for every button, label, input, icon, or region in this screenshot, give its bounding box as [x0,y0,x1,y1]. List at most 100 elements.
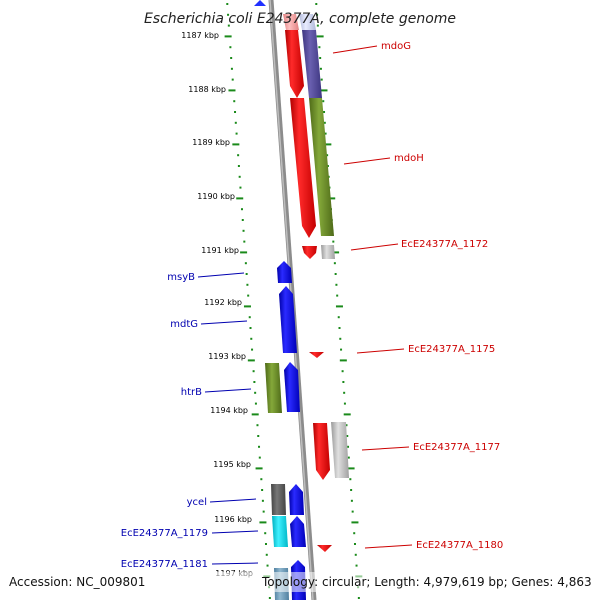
cog-block [309,98,334,236]
tick-mark [320,78,323,81]
gene-label[interactable]: EcE24377A_1177 [413,442,500,453]
gene-block [284,362,300,412]
gene-block [299,14,316,30]
gene-block [283,14,299,30]
gene-label[interactable]: EcE24377A_1179 [121,528,208,539]
gene-block [313,423,330,480]
gene-block [309,352,324,358]
label-leader [343,157,391,165]
cog-block [272,516,288,547]
gene-block [317,545,332,552]
label-leader [332,45,378,54]
label-leader [364,544,413,549]
tick-mark [328,197,336,200]
label-leader [209,498,257,503]
tick-mark [353,532,356,535]
tick-mark [315,3,318,5]
tick-mark [243,305,251,308]
summary-text: Topology: circular; Length: 4,979,619 bp… [261,575,592,589]
tick-mark [224,35,232,38]
tick-mark [334,273,337,275]
kbp-label: 1190 kbp [197,192,235,201]
tick-mark [316,13,319,16]
tick-mark [355,564,358,567]
tick-mark [254,402,257,405]
tick-mark [343,413,351,416]
gene-block [254,0,266,6]
tick-mark [266,564,269,567]
label-leader [197,272,245,278]
tick-mark [354,553,357,556]
tick-mark [228,89,236,92]
tick-mark [234,121,237,124]
gene-label[interactable]: EcE24377A_1180 [416,540,503,551]
tick-mark [343,402,346,405]
tick-mark [337,316,340,319]
kbp-label: 1191 kbp [201,246,239,255]
kbp-label: 1193 kbp [208,352,246,361]
gene-block [279,286,297,353]
label-leader [200,320,248,325]
gene-block [285,30,304,98]
tick-mark [323,121,326,124]
label-leader [350,243,399,251]
gene-label[interactable]: mdoG [381,41,411,52]
cog-block [271,484,286,515]
tick-mark [252,370,255,373]
tick-mark [254,391,257,394]
tick-mark [261,499,264,502]
gene-label[interactable]: htrB [181,387,202,398]
kbp-label: 1192 kbp [204,298,242,307]
tick-mark [260,478,263,481]
tick-mark [264,532,267,535]
tick-mark [347,467,355,470]
tick-mark [335,305,343,308]
tick-mark [326,154,329,157]
tick-mark [247,294,250,297]
feature-track [254,0,349,600]
gene-block [290,516,306,547]
tick-mark [351,521,359,524]
label-leader [211,562,259,565]
cog-block [302,30,322,98]
gene-label[interactable]: EcE24377A_1172 [401,239,488,250]
label-leader [356,348,405,354]
tick-mark [342,381,345,383]
tick-mark [320,89,328,92]
kbp-label: 1194 kbp [210,406,248,415]
tick-mark [318,46,321,49]
tick-mark [241,219,244,221]
tick-mark [230,67,233,70]
tick-mark [323,111,326,113]
left-gene-labels: msyB mdtG htrB ycel EcE24377A_1179 EcE24… [121,272,259,570]
tick-mark [255,467,263,470]
cog-block [321,245,335,259]
tick-mark [349,478,352,481]
tick-mark [345,424,348,427]
tick-mark [336,294,339,297]
map-title: Escherichia coli E24377A, complete genom… [144,11,456,27]
tick-mark [233,100,236,103]
gene-label[interactable]: ycel [187,497,207,508]
kbp-label: 1196 kbp [214,515,252,524]
tick-mark [253,381,256,383]
gene-label[interactable]: msyB [167,272,195,283]
gene-block [277,261,292,283]
tick-mark [335,283,338,286]
tick-mark [341,370,344,373]
cog-block [331,422,349,478]
tick-mark [234,111,237,113]
tick-mark [350,499,353,502]
gene-label[interactable]: mdoH [394,153,424,164]
tick-mark [333,262,336,265]
tick-mark [265,553,268,556]
tick-mark [236,197,244,200]
tick-mark [262,510,265,513]
gene-label[interactable]: EcE24377A_1181 [121,559,208,570]
tick-mark [256,424,259,427]
gene-label[interactable]: mdtG [170,319,198,330]
tick-mark [332,251,340,254]
tick-mark [346,435,349,437]
gene-label[interactable]: EcE24377A_1175 [408,344,495,355]
